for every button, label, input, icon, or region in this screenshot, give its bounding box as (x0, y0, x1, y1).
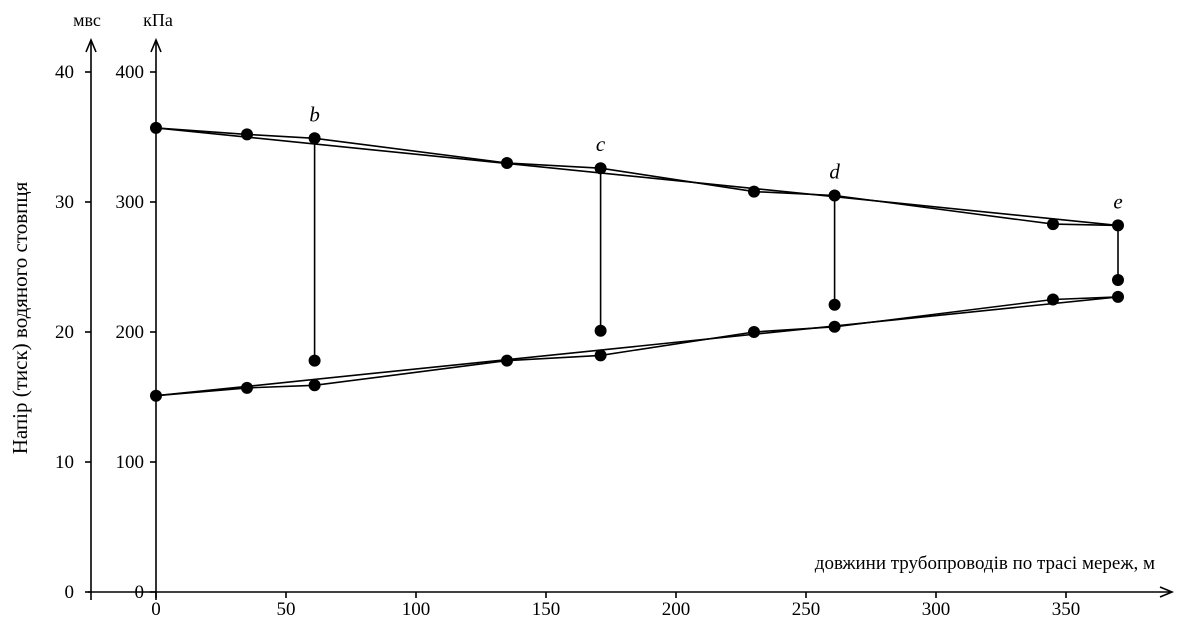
data-point (150, 389, 162, 402)
data-point (594, 162, 607, 175)
x-tick-label: 350 (1052, 599, 1081, 620)
series-upper-trend (155, 127, 1119, 227)
data-point (241, 381, 253, 394)
y-axis-kpa-arrow (150, 37, 162, 53)
y-tick-label-mvs: 0 (65, 582, 75, 603)
point-label-d: d (829, 160, 840, 184)
x-axis-title: довжини трубопроводів по трасі мереж, м (815, 553, 1155, 574)
data-point (1112, 290, 1124, 303)
x-axis-arrow (1159, 586, 1175, 598)
x-tick-label: 200 (662, 599, 691, 620)
branch-lines (313, 138, 1119, 361)
data-point (308, 132, 321, 145)
data-point (150, 121, 162, 134)
data-point (594, 349, 607, 362)
data-point (1047, 293, 1059, 306)
y-ticks: 0 100 200 300 400 0 10 20 30 40 (55, 62, 156, 603)
branch-point-c (594, 324, 607, 337)
x-tick-label: 300 (922, 599, 951, 620)
series-lines (155, 127, 1119, 397)
branch-point-e (1112, 274, 1124, 286)
data-point (308, 379, 321, 392)
x-tick-label: 100 (402, 599, 431, 620)
data-point (501, 354, 513, 367)
point-label-b: b (309, 102, 320, 126)
y-tick-label-kpa: 200 (116, 322, 145, 343)
y-axis-title: Напір (тиск) водяного стовпця (8, 181, 32, 454)
y-tick-label-kpa: 400 (116, 62, 145, 83)
x-tick-label: 250 (792, 599, 821, 620)
data-points (150, 121, 1124, 402)
series-lower-trend (155, 296, 1119, 397)
y-tick-label-mvs: 20 (55, 322, 74, 343)
y-tick-label-kpa: 0 (135, 582, 145, 603)
branch-point-b (308, 354, 321, 367)
y-units-left: мвс (73, 10, 101, 30)
point-labels: b c d e (309, 102, 1122, 213)
branch-point-d (828, 298, 841, 311)
y-axis-mvs-arrow (85, 37, 97, 53)
y-units-right: кПа (143, 10, 173, 30)
y-tick-label-mvs: 40 (55, 62, 74, 83)
x-ticks: 0 50 100 150 200 250 300 350 (151, 592, 1080, 620)
y-tick-label-kpa: 100 (116, 452, 145, 473)
data-point (828, 320, 841, 333)
data-point (1112, 219, 1124, 232)
x-tick-label: 150 (532, 599, 561, 620)
y-tick-label-mvs: 10 (55, 452, 74, 473)
data-point (828, 189, 841, 202)
data-point (748, 326, 760, 338)
y-tick-label-mvs: 30 (55, 192, 74, 213)
point-label-c: c (596, 132, 606, 156)
x-tick-label: 50 (277, 599, 296, 620)
data-point (241, 128, 253, 141)
x-tick-label: 0 (151, 599, 161, 620)
data-point (501, 157, 513, 169)
point-label-e: e (1113, 189, 1122, 213)
data-point (748, 185, 760, 198)
y-tick-label-kpa: 300 (116, 192, 145, 213)
data-point (1047, 218, 1059, 231)
